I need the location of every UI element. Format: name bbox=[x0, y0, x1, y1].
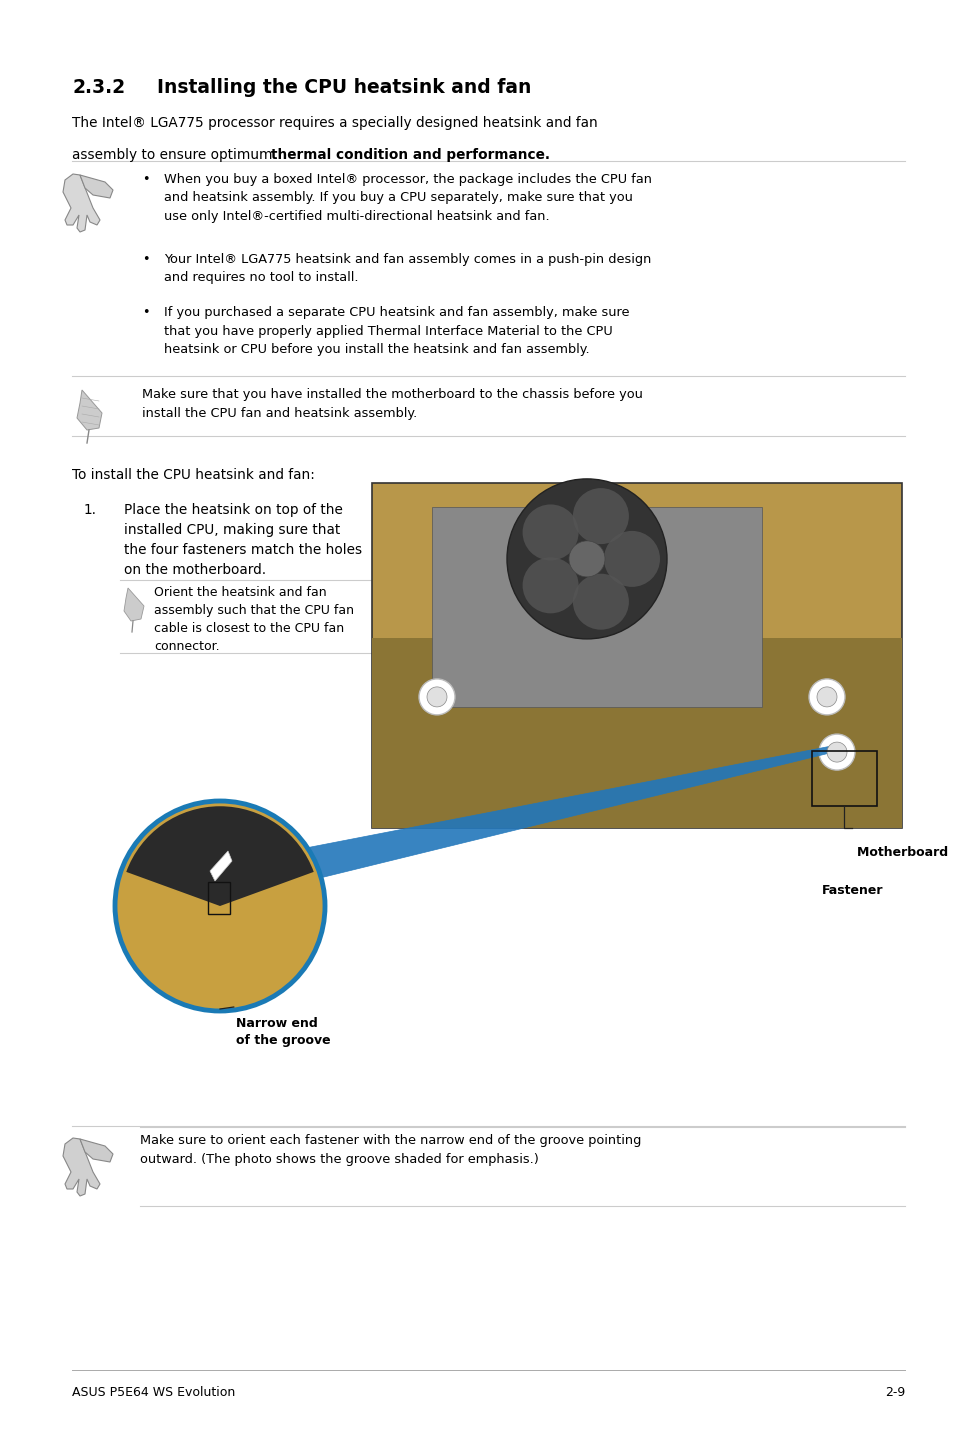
Polygon shape bbox=[288, 746, 837, 884]
Text: The Intel® LGA775 processor requires a specially designed heatsink and fan: The Intel® LGA775 processor requires a s… bbox=[71, 116, 598, 129]
Text: When you buy a boxed Intel® processor, the package includes the CPU fan
and heat: When you buy a boxed Intel® processor, t… bbox=[164, 173, 651, 223]
Polygon shape bbox=[210, 851, 232, 881]
Circle shape bbox=[808, 679, 844, 715]
FancyBboxPatch shape bbox=[372, 483, 901, 828]
Text: 2.3.2: 2.3.2 bbox=[71, 78, 125, 96]
Text: assembly to ensure optimum: assembly to ensure optimum bbox=[71, 148, 276, 162]
Text: 1.: 1. bbox=[84, 503, 97, 518]
Circle shape bbox=[826, 742, 846, 762]
Text: Fastener: Fastener bbox=[821, 884, 882, 897]
Text: 2-9: 2-9 bbox=[883, 1386, 904, 1399]
Polygon shape bbox=[80, 1139, 112, 1162]
Text: Motherboard hole: Motherboard hole bbox=[856, 846, 953, 858]
Circle shape bbox=[603, 531, 659, 587]
Polygon shape bbox=[124, 588, 144, 621]
Polygon shape bbox=[80, 175, 112, 198]
Circle shape bbox=[573, 574, 628, 630]
Text: ASUS P5E64 WS Evolution: ASUS P5E64 WS Evolution bbox=[71, 1386, 235, 1399]
Text: thermal condition and performance.: thermal condition and performance. bbox=[271, 148, 550, 162]
FancyBboxPatch shape bbox=[372, 638, 901, 828]
FancyBboxPatch shape bbox=[432, 508, 761, 707]
Text: Narrow end
of the groove: Narrow end of the groove bbox=[235, 1017, 330, 1047]
Text: Your Intel® LGA775 heatsink and fan assembly comes in a push-pin design
and requ: Your Intel® LGA775 heatsink and fan asse… bbox=[164, 253, 651, 285]
Text: •: • bbox=[142, 306, 150, 319]
Circle shape bbox=[816, 687, 836, 707]
Text: If you purchased a separate CPU heatsink and fan assembly, make sure
that you ha: If you purchased a separate CPU heatsink… bbox=[164, 306, 629, 357]
Text: Orient the heatsink and fan
assembly such that the CPU fan
cable is closest to t: Orient the heatsink and fan assembly suc… bbox=[153, 587, 354, 653]
Wedge shape bbox=[126, 807, 314, 906]
Text: To install the CPU heatsink and fan:: To install the CPU heatsink and fan: bbox=[71, 467, 314, 482]
Circle shape bbox=[573, 487, 628, 544]
Polygon shape bbox=[77, 390, 102, 430]
Circle shape bbox=[418, 679, 455, 715]
Text: Installing the CPU heatsink and fan: Installing the CPU heatsink and fan bbox=[157, 78, 531, 96]
Circle shape bbox=[818, 735, 854, 771]
Circle shape bbox=[522, 558, 578, 614]
Text: •: • bbox=[142, 173, 150, 186]
Circle shape bbox=[522, 505, 578, 561]
Text: Place the heatsink on top of the
installed CPU, making sure that
the four fasten: Place the heatsink on top of the install… bbox=[124, 503, 362, 577]
Text: Make sure that you have installed the motherboard to the chassis before you
inst: Make sure that you have installed the mo… bbox=[142, 388, 642, 420]
Circle shape bbox=[506, 479, 666, 638]
Text: •: • bbox=[142, 253, 150, 266]
Circle shape bbox=[568, 541, 604, 577]
Circle shape bbox=[115, 801, 325, 1011]
Text: Make sure to orient each fastener with the narrow end of the groove pointing
out: Make sure to orient each fastener with t… bbox=[140, 1135, 640, 1166]
Polygon shape bbox=[63, 1137, 100, 1196]
Polygon shape bbox=[63, 174, 100, 232]
Circle shape bbox=[427, 687, 447, 707]
